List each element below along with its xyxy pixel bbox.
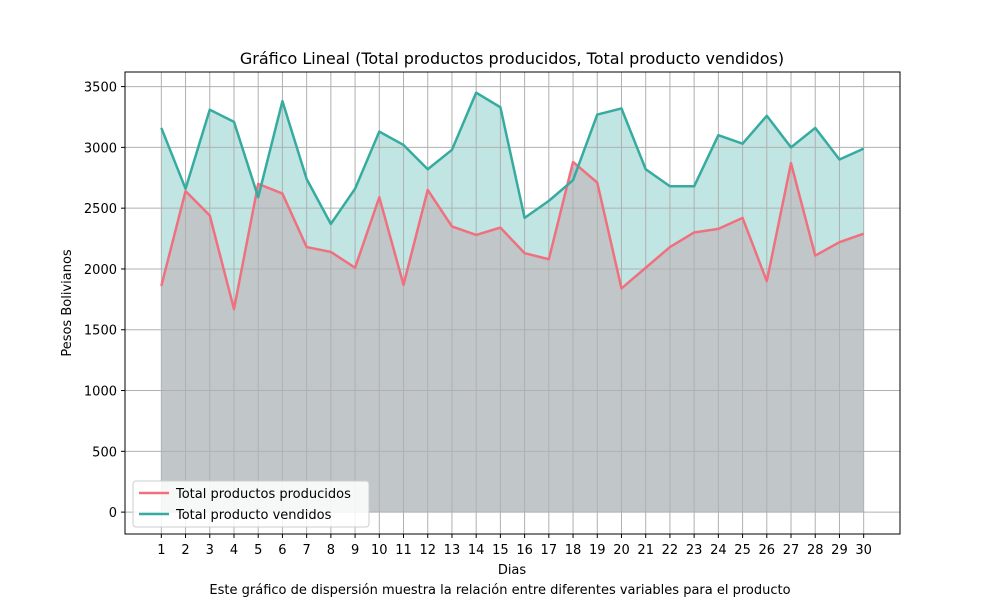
x-tick-label: 27 — [783, 543, 800, 558]
x-tick-label: 8 — [327, 543, 335, 558]
plot-frame — [124, 71, 901, 535]
x-tick-label: 5 — [254, 543, 262, 558]
x-tick-label: 16 — [516, 543, 533, 558]
area-fill-producidos — [161, 161, 864, 513]
x-tick-label: 28 — [807, 543, 824, 558]
x-tick-label: 3 — [206, 543, 214, 558]
x-tick-label: 9 — [351, 543, 359, 558]
x-tick-label: 15 — [492, 543, 509, 558]
y-tick-label: 0 — [109, 506, 117, 521]
x-tick-label: 13 — [444, 543, 461, 558]
x-tick-label: 12 — [419, 543, 436, 558]
legend-label-vendidos: Total producto vendidos — [175, 508, 332, 523]
y-axis-label: Pesos Bolivianos — [60, 249, 75, 357]
y-tick-label: 2500 — [84, 202, 117, 217]
x-tick-label: 23 — [686, 543, 703, 558]
y-tick-label: 1000 — [84, 385, 117, 400]
x-tick-label: 1 — [157, 543, 165, 558]
x-tick-label: 29 — [831, 543, 848, 558]
x-tick-label: 4 — [230, 543, 238, 558]
x-tick-label: 26 — [759, 543, 776, 558]
x-tick-label: 6 — [278, 543, 286, 558]
x-tick-label: 30 — [855, 543, 872, 558]
x-tick-label: 11 — [395, 543, 412, 558]
series-line-vendidos — [160, 91, 865, 226]
y-tick-label: 2000 — [84, 263, 117, 278]
x-tick-label: 7 — [303, 543, 311, 558]
x-tick-label: 18 — [565, 543, 582, 558]
y-tick-label: 3000 — [84, 141, 117, 156]
chart-caption: Este gráfico de dispersión muestra la re… — [209, 583, 791, 598]
x-tick-label: 22 — [662, 543, 679, 558]
x-tick-label: 10 — [371, 543, 388, 558]
legend-label-producidos: Total productos producidos — [175, 487, 351, 502]
y-tick-label: 500 — [92, 445, 117, 460]
y-tick-label: 3500 — [84, 81, 117, 96]
x-tick-label: 21 — [637, 543, 654, 558]
x-tick-label: 17 — [541, 543, 558, 558]
series-line-producidos — [160, 160, 865, 311]
x-tick-label: 2 — [181, 543, 189, 558]
x-tick-label: 14 — [468, 543, 485, 558]
x-axis-label: Dias — [498, 563, 527, 578]
x-tick-label: 24 — [710, 543, 727, 558]
chart-title: Gráfico Lineal (Total productos producid… — [240, 49, 784, 68]
legend-box — [132, 480, 370, 528]
x-tick-label: 20 — [613, 543, 630, 558]
x-tick-label: 25 — [734, 543, 751, 558]
plot-area: 1 2 3 4 5 6 7 8 9 10 11 12 13 14 15 16 17 18 19 20 21 22 23 24 2… — [84, 71, 901, 558]
y-tick-label: 1500 — [84, 324, 117, 339]
x-tick-label: 19 — [589, 543, 606, 558]
